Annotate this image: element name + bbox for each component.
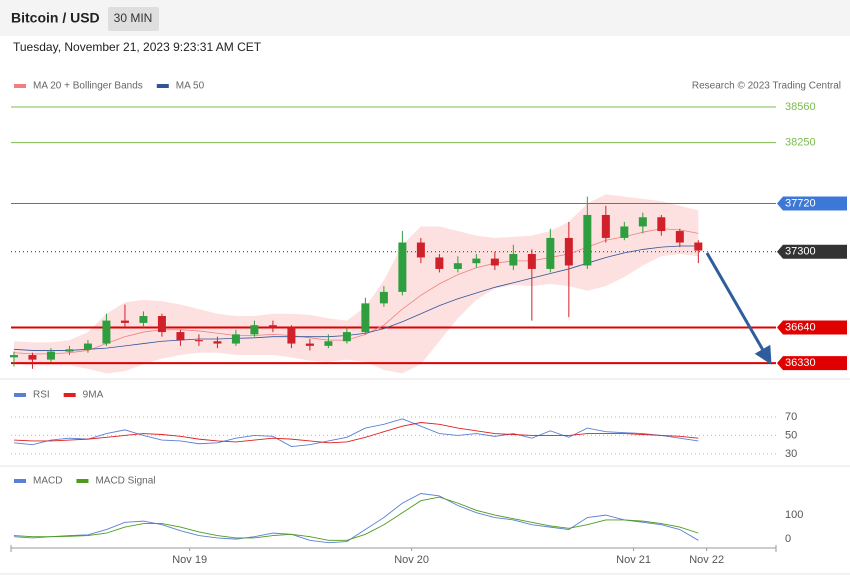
candle-body xyxy=(342,332,351,342)
legend-swatch xyxy=(76,479,89,483)
candle-body xyxy=(416,242,425,258)
candle-body xyxy=(398,242,407,292)
indicator-line xyxy=(13,496,699,541)
interval-label[interactable]: 30 MIN xyxy=(114,11,153,25)
candle-body xyxy=(139,316,148,323)
level-label-box xyxy=(777,244,847,259)
legend-label: MA 50 xyxy=(176,81,205,92)
candle-body xyxy=(46,351,55,360)
legend-label: 9MA xyxy=(83,390,104,401)
y-tick-label: 0 xyxy=(785,533,791,545)
y-tick-label: 50 xyxy=(785,429,797,441)
candle-body xyxy=(157,316,166,333)
candle-body xyxy=(694,242,703,251)
candle-body xyxy=(509,254,518,266)
x-tick-label: Nov 20 xyxy=(394,554,429,566)
y-tick-label: 100 xyxy=(785,509,803,521)
candle-body xyxy=(83,343,92,350)
symbol-title: Bitcoin / USD xyxy=(11,10,100,26)
x-tick-label: Nov 21 xyxy=(616,554,651,566)
candle-body xyxy=(472,258,481,264)
level-label-box xyxy=(777,320,847,335)
indicator-line xyxy=(13,418,699,447)
level-label: 36330 xyxy=(785,357,816,369)
candle-body xyxy=(194,340,203,342)
candle-body xyxy=(250,325,259,335)
candle-body xyxy=(287,327,296,344)
candle-body xyxy=(324,341,333,346)
indicator-line xyxy=(13,493,699,544)
candle-body xyxy=(638,217,647,227)
candle-body xyxy=(601,214,610,238)
candle-body xyxy=(379,291,388,304)
legend-swatch xyxy=(14,479,26,483)
candle-body xyxy=(453,263,462,269)
candle-body xyxy=(9,355,18,358)
forecast-arrow xyxy=(705,252,772,365)
candle-body xyxy=(65,349,74,352)
y-tick-label: 30 xyxy=(785,448,797,460)
candle-body xyxy=(102,320,111,344)
level-label: 38560 xyxy=(785,101,816,113)
legend-label: MA 20 + Bollinger Bands xyxy=(33,81,143,92)
legend-swatch xyxy=(14,393,26,397)
candle-body xyxy=(546,237,555,269)
bollinger-band xyxy=(13,194,699,374)
candle-body xyxy=(213,341,222,344)
candle-body xyxy=(361,303,370,333)
candle-body xyxy=(675,231,684,243)
level-label-box xyxy=(777,356,847,371)
candle-body xyxy=(231,334,240,344)
candle-body xyxy=(120,320,129,323)
level-label: 37720 xyxy=(785,197,816,209)
legend-label: MACD xyxy=(33,476,62,487)
indicator-line xyxy=(13,422,699,444)
y-tick-label: 70 xyxy=(785,411,797,423)
candle-body xyxy=(305,343,314,346)
x-tick-label: Nov 19 xyxy=(172,554,207,566)
legend-label: RSI xyxy=(33,390,50,401)
level-label: 37300 xyxy=(785,246,816,258)
candle-body xyxy=(28,355,37,360)
candle-body xyxy=(620,226,629,238)
legend-swatch xyxy=(63,393,76,397)
level-label: 38250 xyxy=(785,137,816,149)
candle-body xyxy=(527,254,536,269)
timestamp: Tuesday, November 21, 2023 9:23:31 AM CE… xyxy=(13,40,262,54)
candle-body xyxy=(564,237,573,266)
candle-body xyxy=(657,217,666,232)
level-label: 36640 xyxy=(785,321,816,333)
x-tick-label: Nov 22 xyxy=(689,554,724,566)
candle-body xyxy=(176,332,185,341)
legend-swatch xyxy=(14,84,26,88)
attribution: Research © 2023 Trading Central xyxy=(692,81,841,92)
candle-body xyxy=(268,325,277,328)
legend-label: MACD Signal xyxy=(95,476,155,487)
candle-body xyxy=(435,257,444,269)
interval-badge[interactable] xyxy=(108,7,159,31)
level-label-box xyxy=(777,196,847,211)
candle-body xyxy=(490,258,499,266)
legend-swatch xyxy=(156,84,169,88)
candle-body xyxy=(583,214,592,266)
